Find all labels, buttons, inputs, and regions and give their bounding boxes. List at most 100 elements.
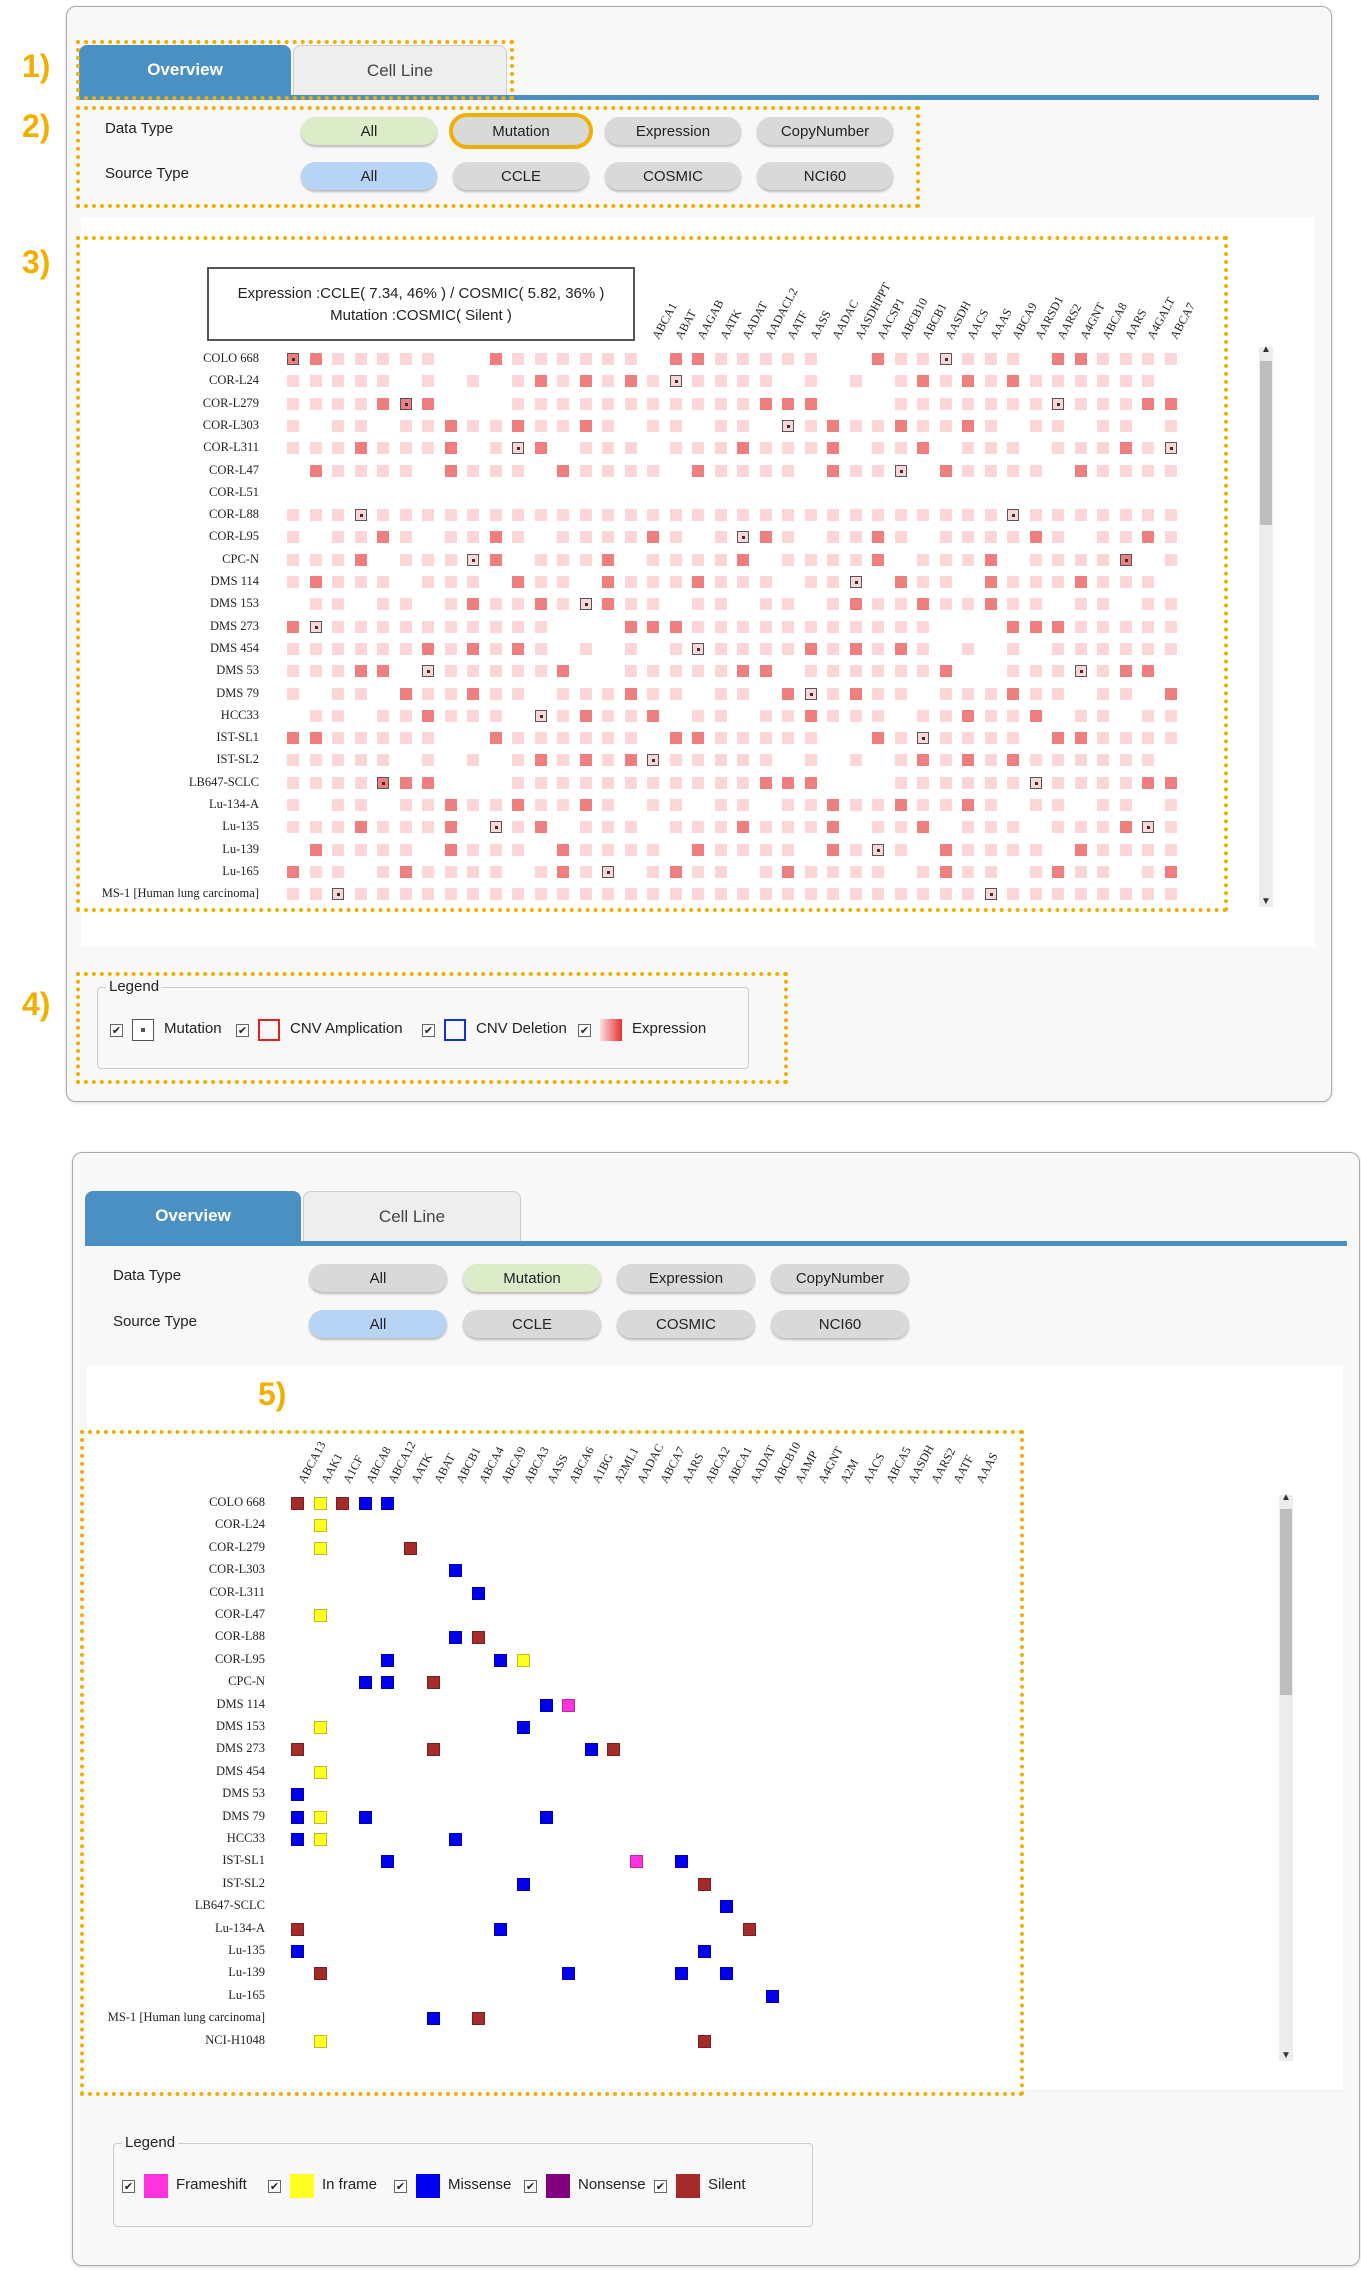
expression-cell	[377, 888, 389, 901]
source-type-nci60-button-2[interactable]: NCI60	[771, 1310, 909, 1338]
expression-cell	[759, 754, 772, 767]
expression-cell	[332, 442, 344, 455]
expression-cell	[759, 821, 772, 834]
expression-cell	[399, 598, 412, 611]
expression-cell	[444, 642, 457, 655]
expression-cell	[1119, 665, 1132, 678]
expression-cell	[1119, 397, 1132, 410]
silent-checkbox[interactable]: ✔	[654, 2180, 667, 2193]
tab-overview[interactable]: Overview	[79, 45, 291, 95]
expression-cell	[602, 687, 614, 700]
source-type-all-button-2[interactable]: All	[309, 1310, 447, 1338]
mutation-cell	[562, 1698, 576, 1712]
expression-cell	[624, 397, 637, 410]
expression-cell	[309, 553, 322, 566]
expression-cell	[804, 353, 817, 365]
silent-label: Silent	[708, 2176, 746, 2193]
expression-cell	[444, 553, 457, 566]
data-type-expression-button[interactable]: Expression	[605, 117, 741, 145]
row-label: DMS 114	[216, 1696, 265, 1711]
mutation-legend-icon	[132, 1019, 154, 1041]
expression-cell	[624, 442, 637, 455]
expression-cell	[467, 665, 479, 678]
tab-cell-line-2[interactable]: Cell Line	[303, 1191, 521, 1242]
matrix-scrollbar[interactable]: ▲ ▼	[1279, 1492, 1293, 2061]
expression-cell	[1074, 865, 1087, 878]
mutation-cell	[539, 1698, 553, 1712]
expression-cell	[872, 732, 884, 745]
source-type-ccle-button[interactable]: CCLE	[453, 162, 589, 190]
expression-cell	[939, 687, 952, 700]
tab-overview-2[interactable]: Overview	[85, 1191, 301, 1241]
expression-cell	[984, 598, 997, 611]
expression-cell	[602, 375, 614, 388]
source-type-cosmic-button[interactable]: COSMIC	[605, 162, 741, 190]
scroll-up-icon-2[interactable]: ▲	[1281, 1492, 1291, 1503]
nonsense-checkbox[interactable]: ✔	[524, 2180, 537, 2193]
expression-cell	[354, 843, 367, 856]
frameshift-checkbox[interactable]: ✔	[122, 2180, 135, 2193]
expression-cell	[939, 709, 952, 722]
scrollbar-thumb-2[interactable]	[1280, 1509, 1292, 1695]
data-type-copynumber-button[interactable]: CopyNumber	[757, 117, 893, 145]
data-type-copynumber-button-2[interactable]: CopyNumber	[771, 1264, 909, 1292]
expression-cell	[444, 442, 457, 455]
expression-cell	[489, 620, 502, 633]
expression-cell	[647, 464, 659, 477]
source-type-nci60-button[interactable]: NCI60	[757, 162, 893, 190]
row-label: COLO 668	[203, 351, 259, 365]
data-type-expression-button-2[interactable]: Expression	[617, 1264, 755, 1292]
row-label: DMS 454	[216, 1763, 265, 1778]
data-type-all-button-2[interactable]: All	[309, 1264, 447, 1292]
mutation-checkbox[interactable]: ✔	[110, 1024, 123, 1037]
expression-cell	[444, 419, 457, 432]
expression-checkbox[interactable]: ✔	[578, 1024, 591, 1037]
source-type-ccle-button-2[interactable]: CCLE	[463, 1310, 601, 1338]
expression-cell	[917, 620, 929, 633]
expression-cell	[984, 709, 997, 722]
cnv-deletion-checkbox[interactable]: ✔	[422, 1024, 435, 1037]
data-type-mutation-button-2[interactable]: Mutation	[463, 1264, 601, 1292]
expression-legend-icon	[600, 1019, 622, 1041]
heatmap-scrollbar[interactable]: ▲ ▼	[1259, 344, 1273, 907]
expression-cell	[647, 776, 659, 789]
inframe-checkbox[interactable]: ✔	[268, 2180, 281, 2193]
data-type-mutation-button[interactable]: Mutation	[449, 113, 593, 149]
expression-cell	[714, 419, 727, 432]
expression-cell	[309, 732, 322, 745]
expression-cell	[647, 598, 659, 611]
source-type-cosmic-button-2[interactable]: COSMIC	[617, 1310, 755, 1338]
scroll-down-icon[interactable]: ▼	[1261, 896, 1271, 907]
mutation-dot	[382, 781, 385, 785]
mutation-dot	[517, 447, 520, 451]
expression-cell	[669, 531, 682, 544]
expression-cell	[894, 754, 907, 767]
expression-heatmap: COLO 668 COR-L24 COR-L279 COR-L303 COR-L311 C…	[81, 217, 1315, 947]
data-type-all-button[interactable]: All	[301, 117, 437, 145]
mutation-cell	[313, 1541, 327, 1555]
expression-cell	[1097, 553, 1109, 566]
row-label: HCC33	[220, 707, 259, 722]
mutation-cell	[287, 353, 299, 365]
mutation-dot	[539, 714, 543, 718]
missense-checkbox[interactable]: ✔	[394, 2180, 407, 2193]
source-type-all-button[interactable]: All	[301, 162, 437, 190]
expression-cell	[872, 687, 884, 700]
tab-underline	[79, 95, 1319, 100]
expression-cell	[647, 888, 659, 901]
expression-cell	[692, 397, 704, 410]
mutation-cell	[804, 687, 817, 700]
expression-cell	[512, 419, 524, 432]
expression-cell	[1029, 509, 1042, 522]
scroll-down-icon-2[interactable]: ▼	[1281, 2050, 1291, 2061]
mutation-cell	[1029, 776, 1042, 789]
expression-cell	[1142, 375, 1154, 388]
expression-cell	[422, 553, 434, 566]
row-label: COR-L51	[209, 484, 259, 499]
tab-cell-line[interactable]: Cell Line	[293, 45, 507, 96]
scroll-up-icon[interactable]: ▲	[1261, 344, 1271, 355]
mutation-dot	[404, 402, 408, 406]
tab-bar: Overview Cell Line	[79, 45, 1319, 100]
scrollbar-thumb[interactable]	[1260, 361, 1272, 525]
cnv-amplication-checkbox[interactable]: ✔	[236, 1024, 249, 1037]
